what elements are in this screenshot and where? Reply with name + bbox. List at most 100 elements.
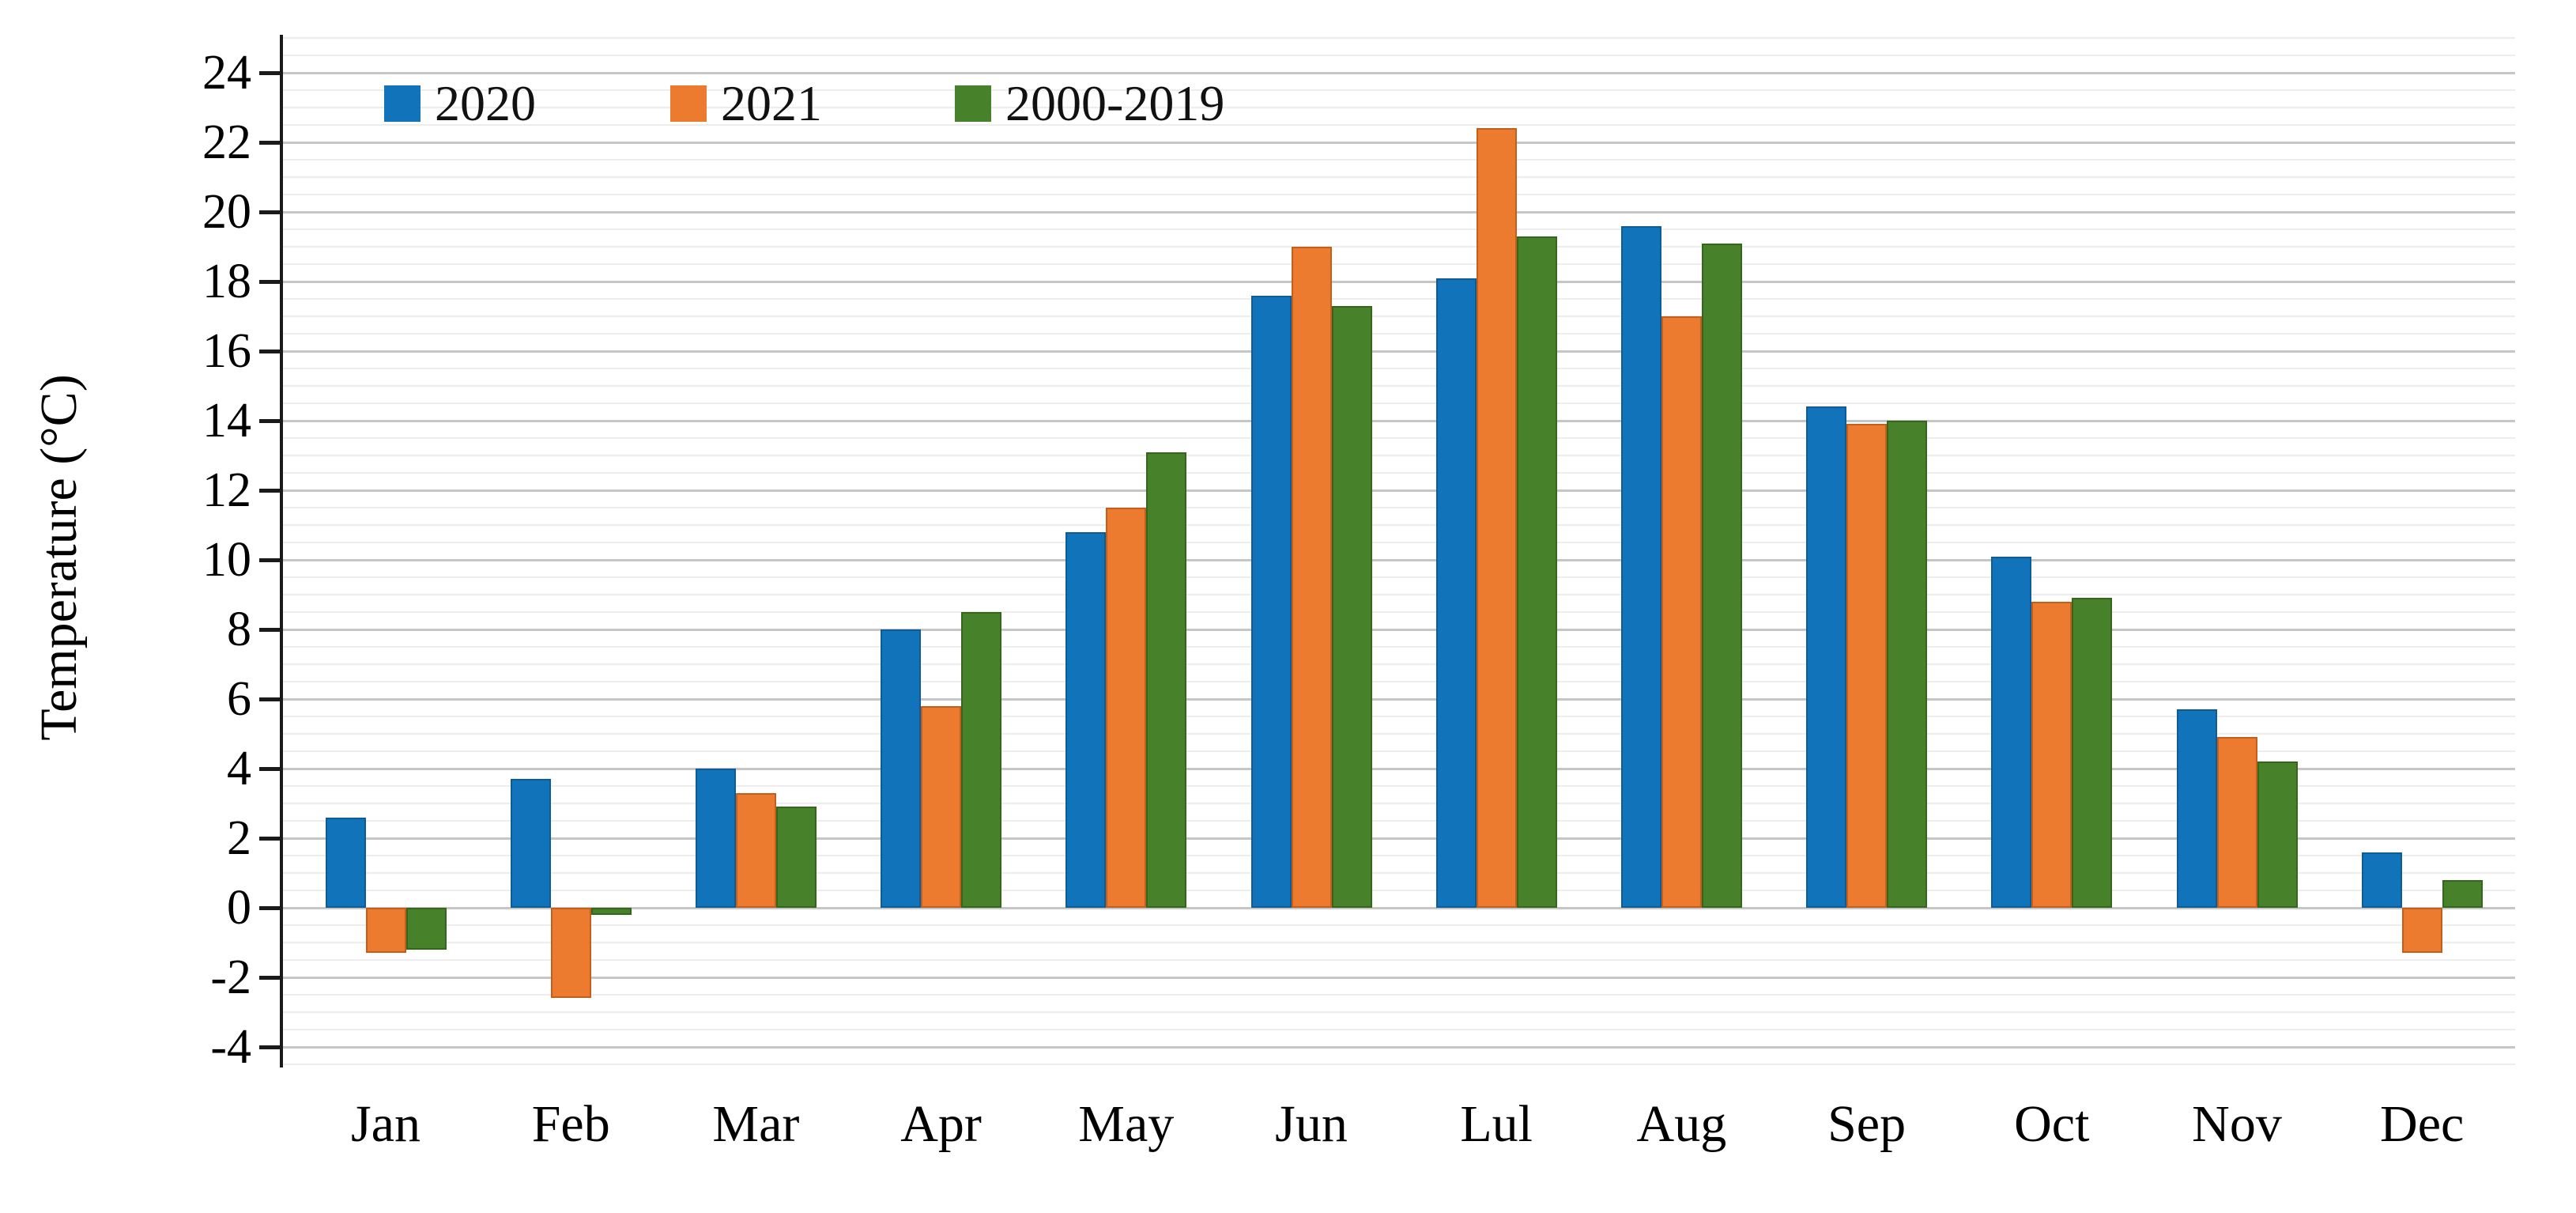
minor-gridline-23 bbox=[283, 107, 2515, 108]
month-label-May: May bbox=[1078, 1095, 1175, 1153]
y-tick-label-14: 14 bbox=[202, 394, 251, 448]
y-tick-label-2: 2 bbox=[227, 811, 251, 865]
y-tick-label-20: 20 bbox=[202, 185, 251, 239]
minor-gridline--1.5 bbox=[283, 959, 2515, 961]
month-label-Sep: Sep bbox=[1827, 1095, 1907, 1153]
minor-gridline-10.5 bbox=[283, 542, 2515, 543]
legend-item-2021: 2021 bbox=[670, 74, 822, 133]
minor-gridline-9.5 bbox=[283, 576, 2515, 578]
major-gridline-16 bbox=[283, 350, 2515, 353]
major-gridline-12 bbox=[283, 489, 2515, 492]
month-label-Jan: Jan bbox=[351, 1095, 421, 1153]
minor-gridline-25 bbox=[283, 37, 2515, 39]
y-tick-label-22: 22 bbox=[202, 115, 251, 169]
y-tick-10 bbox=[259, 557, 280, 562]
major-gridline-8 bbox=[283, 628, 2515, 631]
major-gridline--4 bbox=[283, 1045, 2515, 1049]
month-label-Nov: Nov bbox=[2192, 1095, 2282, 1153]
y-tick-24 bbox=[259, 70, 280, 75]
y-tick-8 bbox=[259, 627, 280, 632]
y-tick-label-12: 12 bbox=[202, 463, 251, 517]
y-tick-16 bbox=[259, 349, 280, 353]
minor-gridline-12.5 bbox=[283, 472, 2515, 474]
month-label-Apr: Apr bbox=[900, 1095, 982, 1153]
legend-swatch-2020 bbox=[384, 85, 421, 122]
bar-2021-Jun bbox=[1291, 247, 1332, 908]
minor-gridline-18.5 bbox=[283, 263, 2515, 265]
major-gridline-18 bbox=[283, 280, 2515, 283]
bar-2000-2019-Nov bbox=[2257, 761, 2298, 908]
bar-2021-Nov bbox=[2216, 737, 2257, 908]
major-gridline-22 bbox=[283, 141, 2515, 144]
y-tick--2 bbox=[259, 975, 280, 980]
month-label-Dec: Dec bbox=[2380, 1095, 2465, 1153]
legend-label-2000-2019: 2000-2019 bbox=[1005, 75, 1225, 131]
minor-gridline-21.5 bbox=[283, 159, 2515, 161]
y-tick-20 bbox=[259, 210, 280, 214]
legend-swatch-2000-2019 bbox=[955, 85, 991, 122]
month-label-Lul: Lul bbox=[1460, 1095, 1533, 1153]
minor-gridline--2.5 bbox=[283, 994, 2515, 996]
bar-2020-May bbox=[1065, 531, 1107, 908]
bar-2021-Aug bbox=[1661, 316, 1702, 908]
minor-gridline-19.5 bbox=[283, 229, 2515, 230]
minor-gridline-20.5 bbox=[283, 194, 2515, 195]
minor-gridline-14.5 bbox=[283, 402, 2515, 404]
bar-2021-Jan bbox=[365, 908, 406, 954]
month-label-Aug: Aug bbox=[1636, 1095, 1727, 1153]
y-tick-14 bbox=[259, 418, 280, 423]
y-tick-label-16: 16 bbox=[202, 324, 251, 378]
legend-swatch-2021 bbox=[670, 85, 707, 122]
bar-2020-Apr bbox=[881, 629, 922, 908]
y-tick-18 bbox=[259, 279, 280, 284]
y-tick--4 bbox=[259, 1045, 280, 1049]
major-gridline-10 bbox=[283, 558, 2515, 561]
bar-2021-May bbox=[1106, 508, 1147, 908]
bar-2020-Sep bbox=[1806, 406, 1847, 908]
bar-2021-Lul bbox=[1476, 128, 1517, 908]
minor-gridline-15.5 bbox=[283, 368, 2515, 369]
y-tick-label-24: 24 bbox=[202, 46, 251, 100]
minor-gridline-13.5 bbox=[283, 437, 2515, 439]
bar-2000-2019-Mar bbox=[775, 807, 817, 908]
minor-gridline-23.5 bbox=[283, 89, 2515, 91]
minor-gridline-11.5 bbox=[283, 507, 2515, 508]
bar-2000-2019-Aug bbox=[1701, 243, 1742, 908]
bar-2020-Feb bbox=[510, 779, 551, 908]
y-tick-label--2: -2 bbox=[210, 950, 251, 1004]
minor-gridline-6.5 bbox=[283, 681, 2515, 682]
minor-gridline--0.5 bbox=[283, 924, 2515, 926]
y-tick-4 bbox=[259, 766, 280, 771]
minor-gridline-17.5 bbox=[283, 298, 2515, 300]
minor-gridline-11 bbox=[283, 524, 2515, 526]
bar-2000-2019-Lul bbox=[1516, 236, 1557, 908]
minor-gridline-7 bbox=[283, 663, 2515, 665]
legend-item-2000-2019: 2000-2019 bbox=[955, 74, 1224, 133]
bar-2020-Aug bbox=[1620, 225, 1661, 908]
y-tick-0 bbox=[259, 905, 280, 910]
minor-gridline-17 bbox=[283, 316, 2515, 317]
bar-2020-Oct bbox=[1991, 556, 2032, 908]
y-tick-2 bbox=[259, 836, 280, 841]
minor-gridline-16.5 bbox=[283, 333, 2515, 334]
y-axis-title: Temperature (°C) bbox=[30, 374, 88, 741]
month-label-Feb: Feb bbox=[531, 1095, 610, 1153]
major-gridline-20 bbox=[283, 210, 2515, 214]
major-gridline-6 bbox=[283, 697, 2515, 701]
minor-gridline-13 bbox=[283, 455, 2515, 456]
legend-label-2021: 2021 bbox=[721, 75, 822, 131]
y-tick-label-0: 0 bbox=[227, 881, 251, 935]
y-tick-label-8: 8 bbox=[227, 603, 251, 656]
y-tick-22 bbox=[259, 140, 280, 145]
bar-2000-2019-Jun bbox=[1331, 305, 1372, 908]
bar-2000-2019-May bbox=[1146, 452, 1187, 908]
month-label-Oct: Oct bbox=[2014, 1095, 2090, 1153]
bar-2020-Nov bbox=[2176, 709, 2217, 908]
minor-gridline--3 bbox=[283, 1011, 2515, 1013]
bar-2000-2019-Feb bbox=[590, 908, 632, 915]
bar-2020-Lul bbox=[1435, 278, 1477, 908]
y-tick-12 bbox=[259, 488, 280, 493]
bar-2020-Dec bbox=[2361, 852, 2402, 908]
major-gridline--2 bbox=[283, 976, 2515, 979]
